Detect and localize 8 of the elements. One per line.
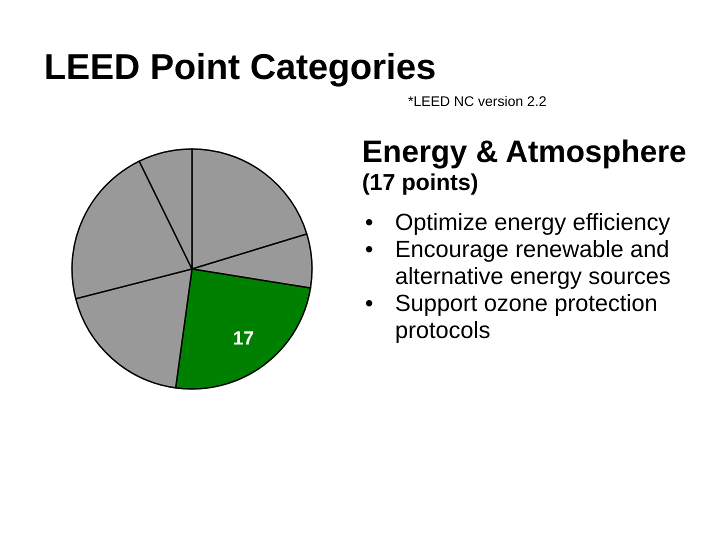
text: • Support ozone protection protocols	[365, 290, 658, 343]
text: *LEED NC version 2.2	[408, 93, 547, 109]
text: (17 points)	[362, 169, 478, 195]
text: Energy & Atmosphere	[362, 134, 686, 169]
chart-title: LEED Point Categories	[44, 46, 436, 87]
text: • Encourage renewable and alternative energy sources	[365, 236, 671, 289]
data-label: 17	[232, 328, 254, 350]
text: • Optimize energy efficiency	[365, 209, 670, 235]
